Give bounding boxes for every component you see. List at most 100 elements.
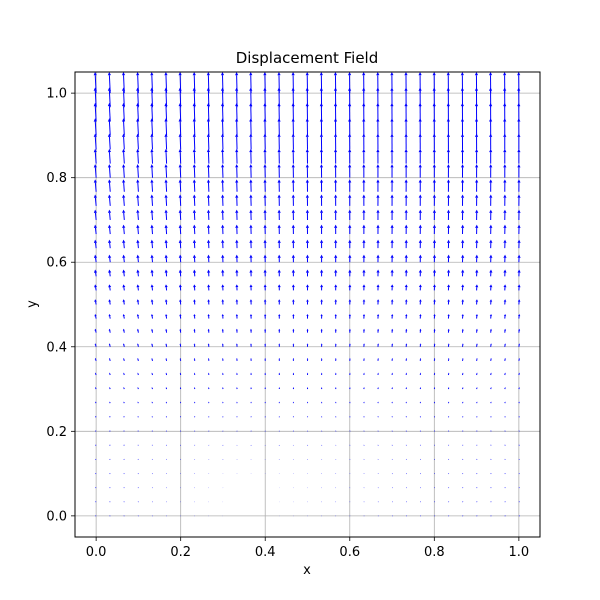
quiver-arrow — [462, 430, 464, 432]
quiver-arrow — [418, 72, 422, 94]
quiver-arrow — [376, 133, 380, 150]
quiver-arrow — [503, 179, 507, 192]
quiver-arrow — [122, 164, 126, 178]
quiver-arrow — [504, 444, 506, 446]
quiver-arrow — [489, 133, 493, 150]
quiver-arrow — [123, 444, 125, 446]
quiver-arrow — [404, 164, 408, 178]
quiver-arrow — [150, 72, 154, 94]
quiver-arrow — [433, 401, 436, 404]
quiver-arrow — [291, 72, 295, 94]
quiver-arrow — [475, 269, 479, 277]
quiver-arrow — [150, 133, 154, 150]
quiver-arrow — [291, 209, 295, 220]
quiver-arrow — [334, 343, 337, 347]
quiver-arrow — [278, 343, 281, 347]
quiver-arrow — [489, 328, 492, 333]
quiver-arrow — [164, 209, 168, 220]
quiver-arrow — [504, 416, 506, 418]
x-axis-label: x — [303, 563, 311, 578]
quiver-arrow — [305, 72, 309, 94]
quiver-arrow — [292, 401, 294, 404]
quiver-arrow — [122, 239, 126, 249]
quiver-arrow — [107, 148, 112, 164]
quiver-arrow — [164, 254, 168, 263]
quiver-arrow — [404, 209, 408, 220]
quiver-arrow — [263, 284, 267, 291]
quiver-arrow — [208, 416, 210, 418]
quiver-arrow — [335, 416, 337, 418]
quiver-arrow — [376, 194, 380, 206]
quiver-arrow — [108, 269, 112, 277]
quiver-arrow — [235, 224, 239, 235]
quiver-arrow — [391, 430, 393, 432]
quiver-arrow — [503, 164, 507, 178]
quiver-arrow — [136, 299, 140, 305]
quiver-arrow — [348, 133, 352, 150]
quiver-arrow — [390, 239, 394, 249]
quiver-arrow — [306, 372, 309, 375]
quiver-arrow — [93, 224, 98, 235]
quiver-arrow — [518, 343, 521, 347]
quiver-arrow — [462, 358, 464, 361]
quiver-arrow — [305, 164, 309, 178]
quiver-arrow — [164, 299, 168, 305]
quiver-arrow — [376, 299, 380, 305]
quiver-arrow — [277, 239, 281, 249]
quiver-arrow — [362, 224, 366, 235]
quiver-arrow — [460, 133, 465, 150]
quiver-arrow — [419, 401, 421, 404]
quiver-arrow — [291, 194, 295, 206]
quiver-arrow — [333, 164, 338, 178]
quiver-arrow — [236, 387, 238, 390]
quiver-arrow — [490, 401, 492, 404]
quiver-arrow — [235, 133, 239, 150]
quiver-arrow — [150, 299, 154, 305]
quiver-arrow — [334, 194, 338, 206]
quiver-arrow — [109, 401, 111, 404]
quiver-arrow — [122, 328, 125, 333]
quiver-arrow — [518, 416, 520, 418]
quiver-arrow — [503, 133, 507, 150]
quiver-arrow — [405, 387, 407, 390]
quiver-arrow — [447, 284, 451, 291]
quiver-arrow — [334, 224, 338, 235]
quiver-arrow — [476, 444, 478, 446]
quiver-arrow — [418, 254, 422, 263]
quiver-arrow — [504, 430, 506, 432]
quiver-arrow — [461, 209, 465, 220]
x-tick-label: 0.0 — [86, 545, 107, 560]
quiver-arrow — [305, 254, 310, 263]
quiver-arrow — [320, 284, 324, 291]
y-axis-label: y — [25, 300, 40, 308]
quiver-arrow — [93, 209, 97, 221]
quiver-arrow — [192, 269, 197, 277]
quiver-arrow — [517, 164, 521, 178]
quiver-arrow — [292, 299, 295, 305]
quiver-arrow — [305, 194, 309, 206]
quiver-arrow — [109, 416, 111, 418]
quiver-arrow — [95, 430, 97, 432]
quiver-arrow — [306, 343, 309, 347]
quiver-arrow — [109, 444, 111, 446]
quiver-arrow — [517, 269, 521, 277]
quiver-arrow — [263, 239, 267, 249]
quiver-arrow — [108, 343, 111, 347]
quiver-arrow — [503, 194, 507, 206]
quiver-arrow — [193, 343, 196, 347]
quiver-arrow — [334, 328, 337, 333]
quiver-arrow — [221, 179, 225, 192]
quiver-arrow — [292, 416, 294, 418]
quiver-arrow — [418, 194, 422, 206]
quiver-arrow — [236, 401, 238, 404]
quiver-arrow — [461, 284, 465, 291]
quiver-arrow — [164, 133, 168, 150]
plot-frame — [74, 71, 541, 538]
quiver-arrow — [433, 328, 436, 333]
quiver-arrow — [264, 328, 267, 333]
quiver-arrow — [376, 148, 380, 164]
quiver-arrow — [277, 194, 281, 206]
quiver-arrow — [475, 313, 478, 319]
quiver-arrow — [377, 343, 379, 347]
x-tick-label: 0.6 — [339, 545, 360, 560]
